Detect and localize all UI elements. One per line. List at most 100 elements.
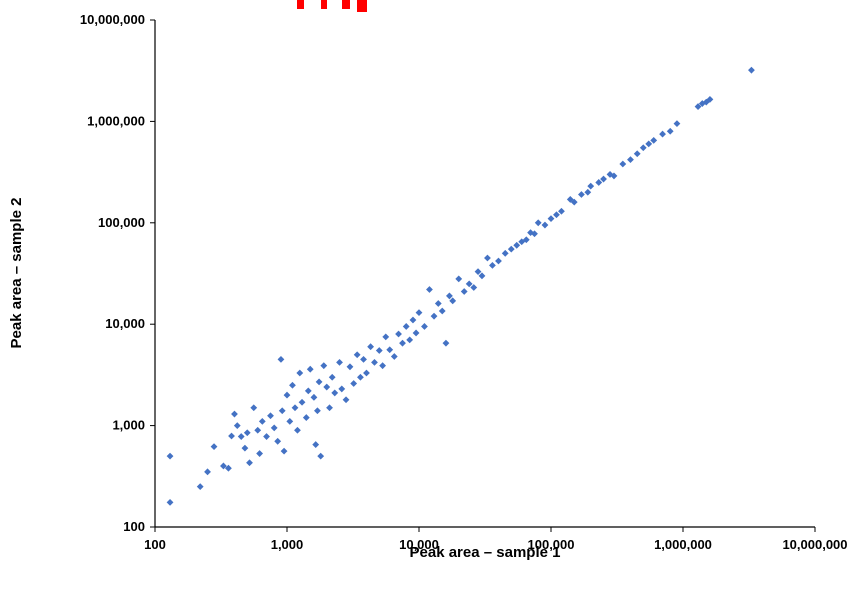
data-point — [346, 363, 354, 371]
data-point — [296, 369, 304, 377]
data-point — [449, 297, 457, 305]
data-point — [250, 404, 258, 412]
data-point — [748, 66, 755, 74]
data-point — [702, 98, 710, 106]
data-point — [430, 312, 438, 320]
data-point — [659, 130, 666, 138]
data-point — [595, 179, 603, 186]
data-point — [280, 447, 288, 455]
data-point — [166, 498, 174, 506]
data-point — [363, 369, 370, 377]
data-point — [531, 230, 538, 238]
data-point — [673, 120, 681, 128]
data-point — [541, 221, 549, 229]
data-point — [610, 172, 618, 180]
x-tick-label: 1,000,000 — [654, 537, 712, 552]
data-point — [578, 191, 585, 198]
data-point — [246, 459, 253, 467]
data-point — [698, 100, 706, 107]
data-point — [706, 95, 714, 103]
chart-title-fragment — [297, 0, 367, 12]
y-tick-label: 10,000 — [105, 316, 145, 331]
data-point — [317, 452, 325, 460]
data-point — [627, 156, 634, 164]
data-point — [438, 307, 446, 315]
data-point — [278, 407, 286, 415]
data-point — [587, 182, 595, 190]
data-point — [336, 359, 343, 366]
data-point — [315, 378, 323, 386]
data-point — [254, 426, 262, 434]
data-point — [460, 288, 468, 295]
data-point — [513, 241, 521, 249]
data-point — [645, 140, 653, 148]
data-point — [465, 280, 473, 288]
data-point — [478, 272, 486, 280]
x-tick-label: 10,000 — [399, 537, 439, 552]
x-axis-title: Peak area – sample 1 — [410, 544, 561, 561]
data-point — [633, 150, 641, 158]
data-point — [225, 464, 232, 472]
data-point — [258, 418, 266, 425]
y-tick-label: 10,000,000 — [80, 12, 145, 27]
data-point — [323, 383, 331, 391]
data-point — [558, 207, 565, 215]
data-point — [294, 426, 301, 434]
data-point — [237, 433, 245, 440]
data-point — [228, 432, 235, 440]
data-point — [283, 391, 291, 399]
y-tick-label: 100,000 — [98, 215, 145, 230]
data-point — [570, 198, 578, 206]
data-point — [263, 433, 270, 440]
data-point — [304, 387, 312, 395]
data-point — [210, 443, 218, 451]
data-point — [267, 412, 274, 420]
data-point — [233, 422, 241, 429]
data-point — [328, 373, 336, 381]
data-point — [442, 339, 450, 347]
y-axis-ticks: 100 1,000 10,000 100,000 1,000,000 10,000,000 — [80, 12, 155, 534]
data-point — [220, 462, 227, 470]
data-point — [314, 407, 321, 415]
data-point — [310, 393, 318, 401]
data-point — [584, 188, 592, 196]
data-point — [357, 373, 364, 381]
x-axis-ticks: 100 1,000 10,000 100,000 1,000,000 10,000,000 — [144, 527, 848, 552]
data-point — [241, 444, 249, 452]
data-point — [312, 441, 320, 448]
data-point — [434, 300, 442, 307]
data-point — [507, 245, 515, 253]
data-point — [415, 309, 423, 317]
data-point — [600, 175, 607, 183]
data-point — [342, 396, 350, 404]
data-point — [409, 316, 417, 324]
data-point — [204, 468, 211, 476]
data-point — [243, 429, 251, 437]
data-point — [274, 437, 282, 445]
data-point — [421, 323, 428, 330]
data-point — [270, 424, 278, 432]
data-point — [390, 353, 398, 360]
data-point — [489, 262, 496, 269]
data-point — [399, 339, 406, 347]
data-point — [353, 351, 361, 359]
data-point — [360, 355, 367, 363]
x-tick-label: 10,000,000 — [782, 537, 847, 552]
data-point — [256, 450, 263, 457]
data-point — [619, 160, 627, 168]
data-point — [395, 330, 402, 338]
axes — [154, 20, 815, 528]
data-point — [666, 127, 674, 135]
data-point — [231, 410, 238, 418]
y-tick-label: 1,000 — [112, 418, 145, 433]
data-point — [166, 452, 174, 460]
x-tick-label: 1,000 — [271, 537, 304, 552]
data-point — [367, 343, 375, 351]
data-point — [501, 249, 509, 257]
data-point — [375, 347, 383, 354]
x-tick-label: 100,000 — [528, 537, 575, 552]
y-axis-title: Peak area – sample 2 — [8, 198, 25, 349]
data-point — [298, 398, 306, 406]
data-point — [306, 365, 314, 373]
